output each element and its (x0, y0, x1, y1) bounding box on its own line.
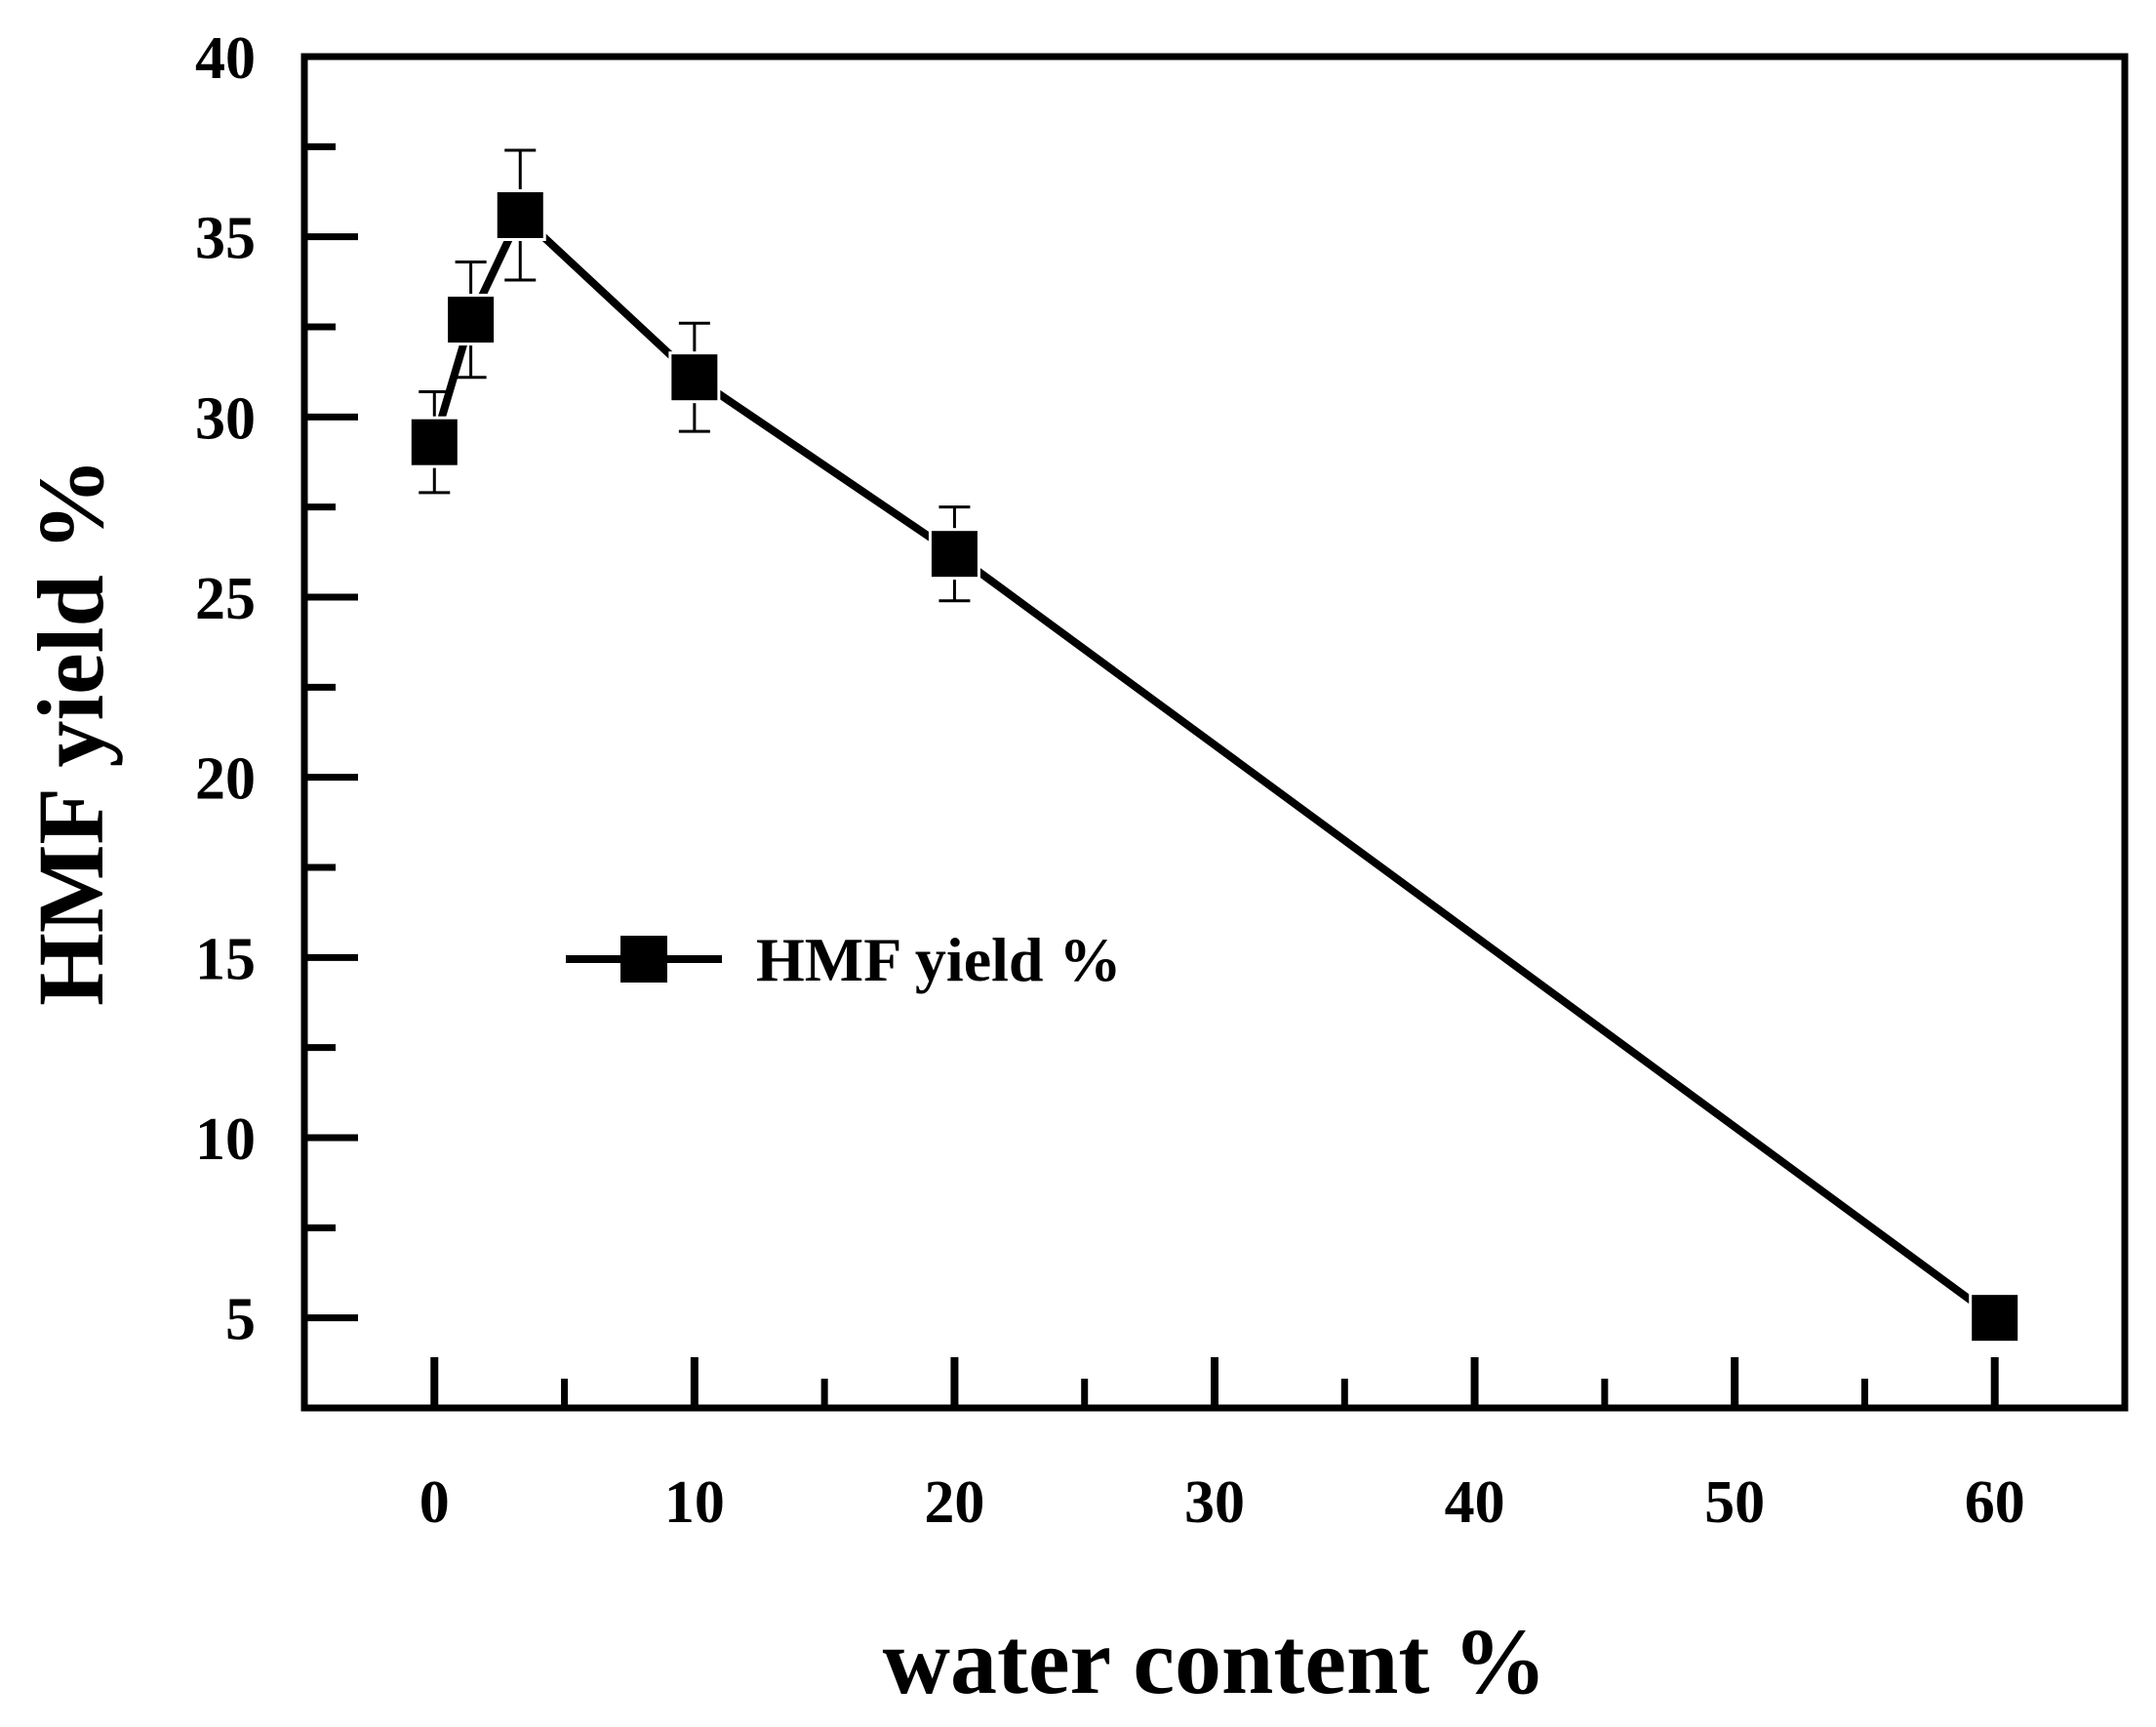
data-point (1969, 1292, 2021, 1345)
y-axis-title: HMF yield % (19, 458, 123, 1006)
y-tick-label: 5 (225, 1287, 256, 1353)
data-point (928, 528, 980, 581)
data-point (408, 416, 460, 468)
ticks-layer: 0 10 20 30 40 50 60 5 10 15 20 25 30 35 40 (195, 25, 2025, 1536)
y-tick-label: 40 (195, 25, 256, 92)
x-tick-label: 50 (1704, 1469, 1765, 1536)
y-tick-label: 25 (195, 566, 256, 632)
plot-frame (300, 53, 2129, 1412)
y-tick-label: 35 (195, 206, 256, 272)
x-tick-label: 40 (1445, 1469, 1505, 1536)
x-tick-label: 0 (419, 1469, 450, 1536)
data-point (445, 294, 498, 346)
legend: HMF yield % (566, 925, 1121, 994)
series-line (430, 211, 1998, 1321)
y-tick-label: 30 (195, 385, 256, 452)
y-tick-label: 20 (195, 746, 256, 813)
x-axis-title: water content % (883, 1609, 1547, 1713)
y-tick-label: 15 (195, 926, 256, 992)
y-tick-label: 10 (195, 1106, 256, 1173)
legend-label: HMF yield % (756, 925, 1121, 994)
data-point (668, 351, 721, 404)
x-tick-label: 30 (1184, 1469, 1245, 1536)
x-tick-label: 60 (1965, 1469, 2025, 1536)
data-point (494, 189, 546, 242)
legend-marker (620, 936, 667, 983)
x-tick-label: 20 (924, 1469, 984, 1536)
series-layer (408, 148, 2021, 1345)
x-tick-label: 10 (664, 1469, 725, 1536)
